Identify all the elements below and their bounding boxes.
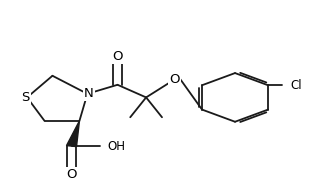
Text: N: N: [84, 87, 94, 100]
Text: Cl: Cl: [290, 79, 302, 92]
Polygon shape: [66, 121, 79, 147]
Text: S: S: [21, 91, 30, 104]
Text: OH: OH: [107, 140, 125, 153]
Text: O: O: [169, 73, 180, 86]
Text: O: O: [66, 168, 77, 181]
Text: O: O: [112, 50, 123, 63]
